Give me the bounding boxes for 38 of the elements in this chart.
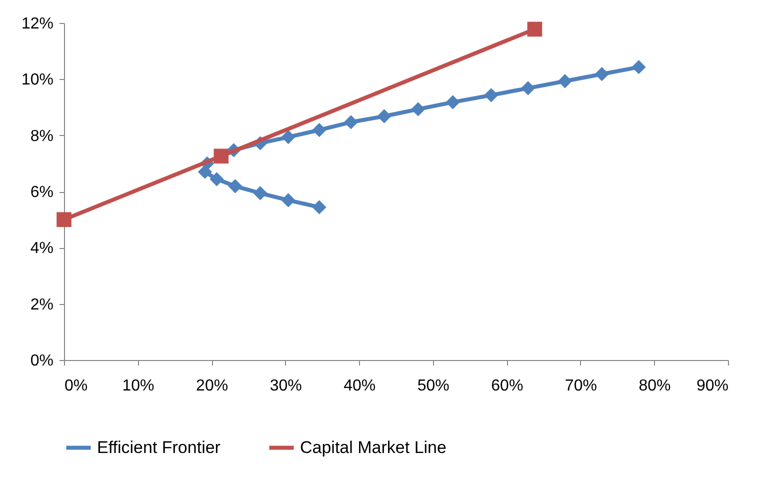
y-tick-label: 0%: [30, 352, 54, 370]
x-tick-label: 10%: [122, 378, 154, 394]
point: [210, 172, 224, 186]
point: [484, 88, 498, 102]
point: [312, 200, 326, 214]
point: [228, 179, 242, 194]
point: [446, 95, 460, 110]
x-tick-label: 70%: [564, 378, 597, 394]
point: [527, 22, 542, 37]
y-tick-label: 12%: [21, 16, 54, 32]
point: [56, 212, 72, 227]
x-tick-label: 30%: [270, 378, 302, 394]
x-tick-label: 60%: [491, 378, 524, 394]
y-tick-label: 8%: [30, 128, 54, 145]
point: [411, 102, 426, 116]
legend-label: Efficient Frontier: [97, 438, 221, 457]
point: [253, 186, 268, 200]
point: [520, 81, 536, 96]
x-tick-label: 0%: [64, 378, 88, 394]
x-tick-label: 40%: [344, 378, 376, 394]
legend-label: Capital Market Line: [300, 438, 446, 457]
point: [214, 148, 229, 164]
point: [312, 122, 326, 138]
y-tick-label: 10%: [21, 72, 54, 89]
x-tick-label: 20%: [196, 378, 228, 394]
y-tick-label: 6%: [30, 184, 54, 201]
point: [281, 193, 296, 208]
point: [594, 67, 609, 82]
point: [377, 109, 392, 124]
x-tick-label: 50%: [417, 378, 450, 394]
x-tick-label: 80%: [638, 378, 671, 394]
x-tick-label: 90%: [696, 378, 728, 394]
y-tick-label: 4%: [30, 240, 54, 258]
point: [344, 115, 358, 130]
point: [632, 60, 646, 74]
point: [558, 74, 572, 88]
point: [281, 130, 296, 144]
y-tick-label: 2%: [30, 296, 54, 314]
